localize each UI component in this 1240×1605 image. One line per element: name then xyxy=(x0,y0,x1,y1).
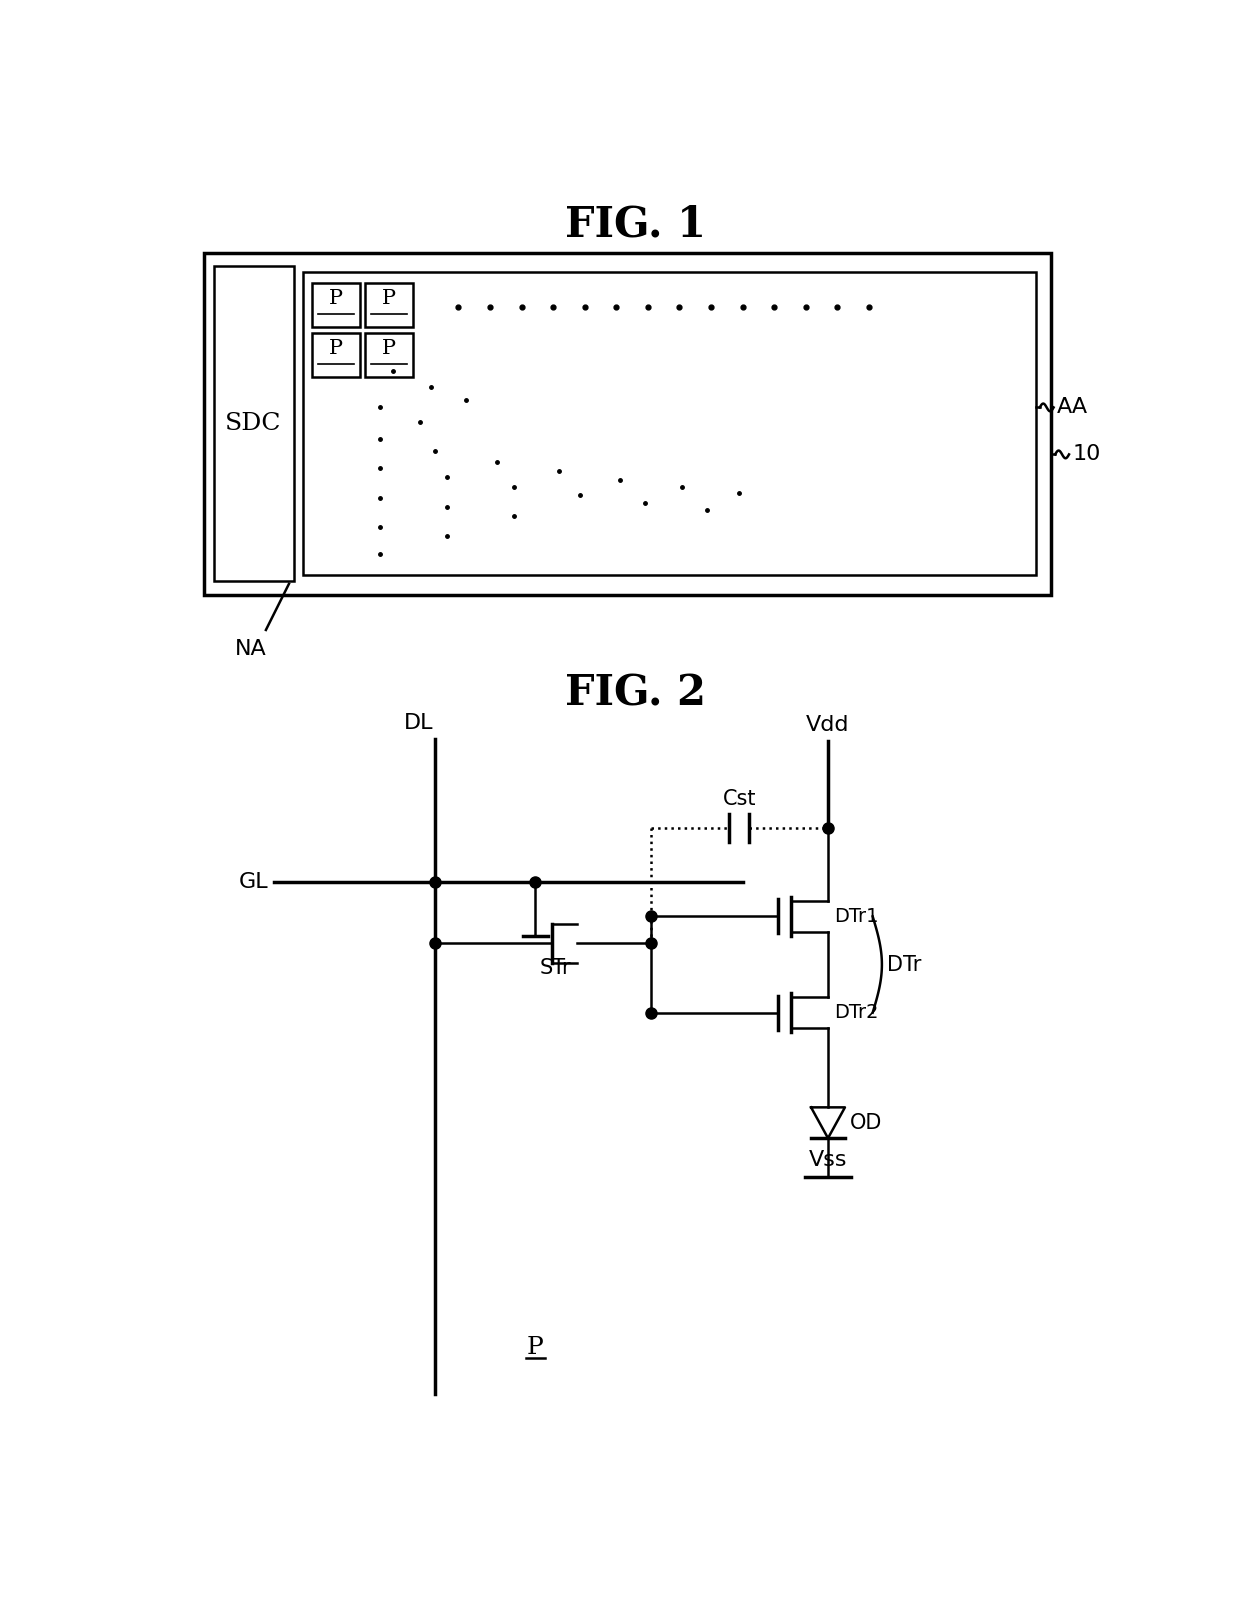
Text: NA: NA xyxy=(234,639,267,660)
Text: 10: 10 xyxy=(1073,445,1100,464)
Bar xyxy=(312,332,360,377)
Bar xyxy=(303,271,1035,575)
Text: P: P xyxy=(382,289,396,308)
Text: Vss: Vss xyxy=(808,1151,847,1170)
Text: DTr: DTr xyxy=(887,955,921,974)
Text: P: P xyxy=(329,289,343,308)
Text: Cst: Cst xyxy=(723,788,756,809)
Bar xyxy=(205,252,1052,595)
Text: GL: GL xyxy=(238,872,268,892)
Bar xyxy=(366,332,413,377)
Text: P: P xyxy=(527,1335,544,1359)
Text: DTr1: DTr1 xyxy=(835,907,879,926)
Text: DTr2: DTr2 xyxy=(835,1003,879,1022)
Text: STr: STr xyxy=(539,958,570,977)
Text: Vdd: Vdd xyxy=(806,714,849,735)
Text: AA: AA xyxy=(1056,398,1087,417)
Text: FIG. 2: FIG. 2 xyxy=(565,672,706,714)
Text: FIG. 1: FIG. 1 xyxy=(565,204,706,246)
Bar xyxy=(312,284,360,327)
Bar xyxy=(366,284,413,327)
Text: DL: DL xyxy=(404,713,434,733)
Bar xyxy=(213,266,294,581)
Text: P: P xyxy=(329,339,343,358)
Text: OD: OD xyxy=(849,1112,882,1133)
Text: SDC: SDC xyxy=(226,412,281,435)
Text: P: P xyxy=(382,339,396,358)
